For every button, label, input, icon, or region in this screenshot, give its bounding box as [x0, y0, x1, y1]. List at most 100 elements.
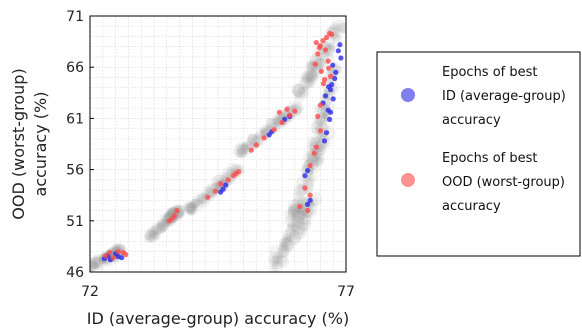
cloud-point — [290, 227, 304, 241]
data-point — [316, 45, 322, 51]
cloud-point — [287, 199, 301, 213]
cloud-point — [246, 140, 257, 151]
cloud-point — [292, 191, 305, 203]
cloud-point — [287, 223, 296, 231]
legend-marker-id — [401, 88, 415, 102]
cloud-point — [284, 227, 296, 239]
cloud-point — [310, 66, 322, 78]
y-tick-label: 51 — [66, 214, 84, 230]
cloud-point — [288, 206, 298, 216]
cloud-point — [329, 22, 340, 33]
cloud-point — [148, 226, 159, 238]
cloud-point — [237, 147, 248, 159]
cloud-point — [271, 117, 279, 125]
cloud-point — [301, 85, 308, 92]
cloud-point — [317, 133, 324, 141]
plot-frame — [89, 15, 347, 273]
cloud-point — [184, 202, 197, 215]
cloud-point — [298, 87, 306, 95]
cloud-point — [245, 137, 259, 151]
cloud-point — [90, 256, 101, 267]
cloud-point — [238, 143, 249, 154]
data-point — [292, 108, 298, 114]
cloud-point — [161, 219, 169, 227]
cloud-point — [90, 255, 102, 267]
cloud-point — [196, 191, 208, 204]
cloud-point — [163, 221, 170, 228]
cloud-point — [83, 265, 89, 271]
x-tick-label: 72 — [81, 284, 99, 300]
cloud-point — [276, 254, 288, 266]
cloud-point — [273, 255, 284, 265]
cloud-point — [293, 90, 302, 99]
cloud-point — [291, 213, 301, 223]
cloud-point — [305, 79, 315, 88]
cloud-point — [279, 236, 290, 248]
data-point — [320, 38, 326, 44]
cloud-point — [307, 143, 317, 153]
cloud-point — [338, 22, 346, 34]
cloud-point — [259, 130, 268, 138]
cloud-point — [292, 221, 306, 235]
cloud-point — [151, 226, 159, 234]
cloud-point — [188, 205, 196, 213]
cloud-point — [269, 255, 284, 270]
cloud-point — [288, 233, 301, 246]
cloud-point — [156, 220, 168, 232]
cloud-point — [159, 222, 166, 229]
cloud-point — [185, 203, 196, 214]
data-point — [235, 169, 242, 175]
cloud-point — [282, 230, 292, 240]
cloud-point — [237, 144, 248, 156]
cloud-point — [290, 221, 297, 228]
cloud-point — [272, 260, 279, 267]
cloud-point — [307, 72, 315, 79]
y-tick-label: 61 — [66, 111, 84, 127]
data-point — [330, 62, 336, 68]
cloud-point — [287, 218, 301, 233]
cloud-point — [293, 83, 308, 98]
cloud-point — [284, 209, 296, 221]
cloud-point — [282, 233, 292, 243]
cloud-point — [90, 256, 104, 270]
cloud-point — [268, 251, 283, 266]
cloud-point — [90, 260, 94, 272]
data-point — [325, 58, 331, 64]
cloud-point — [290, 224, 299, 232]
cloud-point — [274, 250, 284, 260]
cloud-point — [295, 219, 305, 230]
cloud-point — [186, 204, 199, 216]
data-point — [305, 208, 311, 214]
cloud-point — [294, 206, 308, 221]
cloud-point — [143, 232, 155, 244]
legend-label-ood-line-1: Epochs of best — [442, 151, 538, 166]
cloud-point — [297, 210, 307, 221]
cloud-point — [183, 201, 195, 213]
data-point — [302, 185, 308, 191]
data-point — [106, 249, 113, 256]
cloud-point — [304, 77, 316, 89]
cloud-point — [291, 208, 305, 222]
cloud-point — [185, 201, 197, 213]
data-point — [317, 102, 323, 108]
data-point — [322, 93, 329, 99]
cloud-point — [240, 143, 249, 151]
cloud-point — [278, 241, 289, 252]
cloud-point — [300, 214, 313, 226]
cloud-point — [292, 215, 305, 228]
cloud-point — [309, 52, 323, 66]
data-point — [284, 106, 290, 112]
data-point — [297, 203, 303, 210]
cloud-point — [241, 144, 248, 151]
cloud-point — [191, 199, 204, 212]
cloud-point — [281, 237, 295, 250]
cloud-point — [279, 243, 289, 254]
data-point — [330, 96, 336, 102]
cloud-point — [242, 142, 250, 150]
data-point — [110, 255, 116, 261]
cloud-point — [311, 118, 323, 130]
cloud-point — [322, 43, 335, 56]
data-point — [115, 248, 121, 255]
data-point — [302, 173, 308, 179]
